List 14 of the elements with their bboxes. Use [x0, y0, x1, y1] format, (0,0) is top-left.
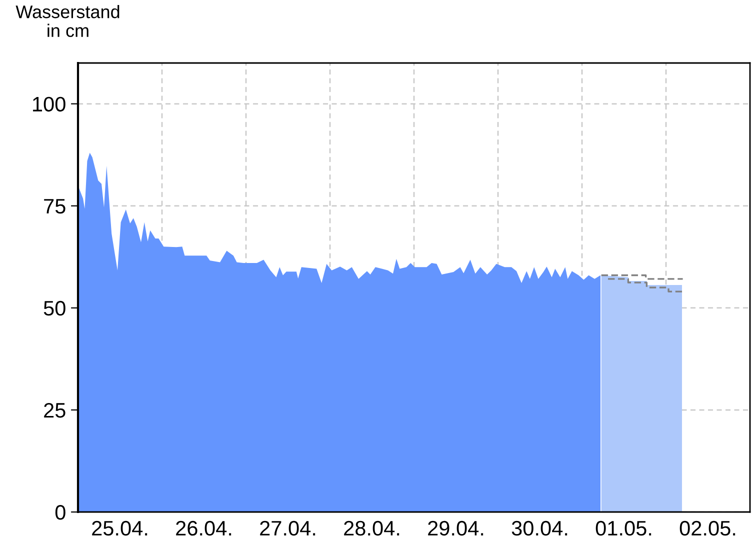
y-tick-label: 0 — [55, 505, 66, 520]
x-tick-label: 27.04. — [260, 520, 316, 536]
y-tick-label: 75 — [44, 199, 66, 214]
y-axis-title: Wasserstand in cm — [16, 5, 120, 38]
x-tick-label: 01.05. — [596, 520, 652, 536]
x-tick-label: 26.04. — [176, 520, 232, 536]
x-tick-label: 02.05. — [680, 520, 736, 536]
x-tick-label: 29.04. — [428, 520, 484, 536]
x-tick-label: 30.04. — [512, 520, 568, 536]
y-tick-label: 100 — [33, 96, 66, 112]
x-tick-label: 25.04. — [92, 520, 148, 536]
x-tick-label: 28.04. — [344, 520, 400, 536]
y-tick-label: 50 — [44, 300, 66, 316]
y-tick-label: 25 — [44, 402, 66, 418]
